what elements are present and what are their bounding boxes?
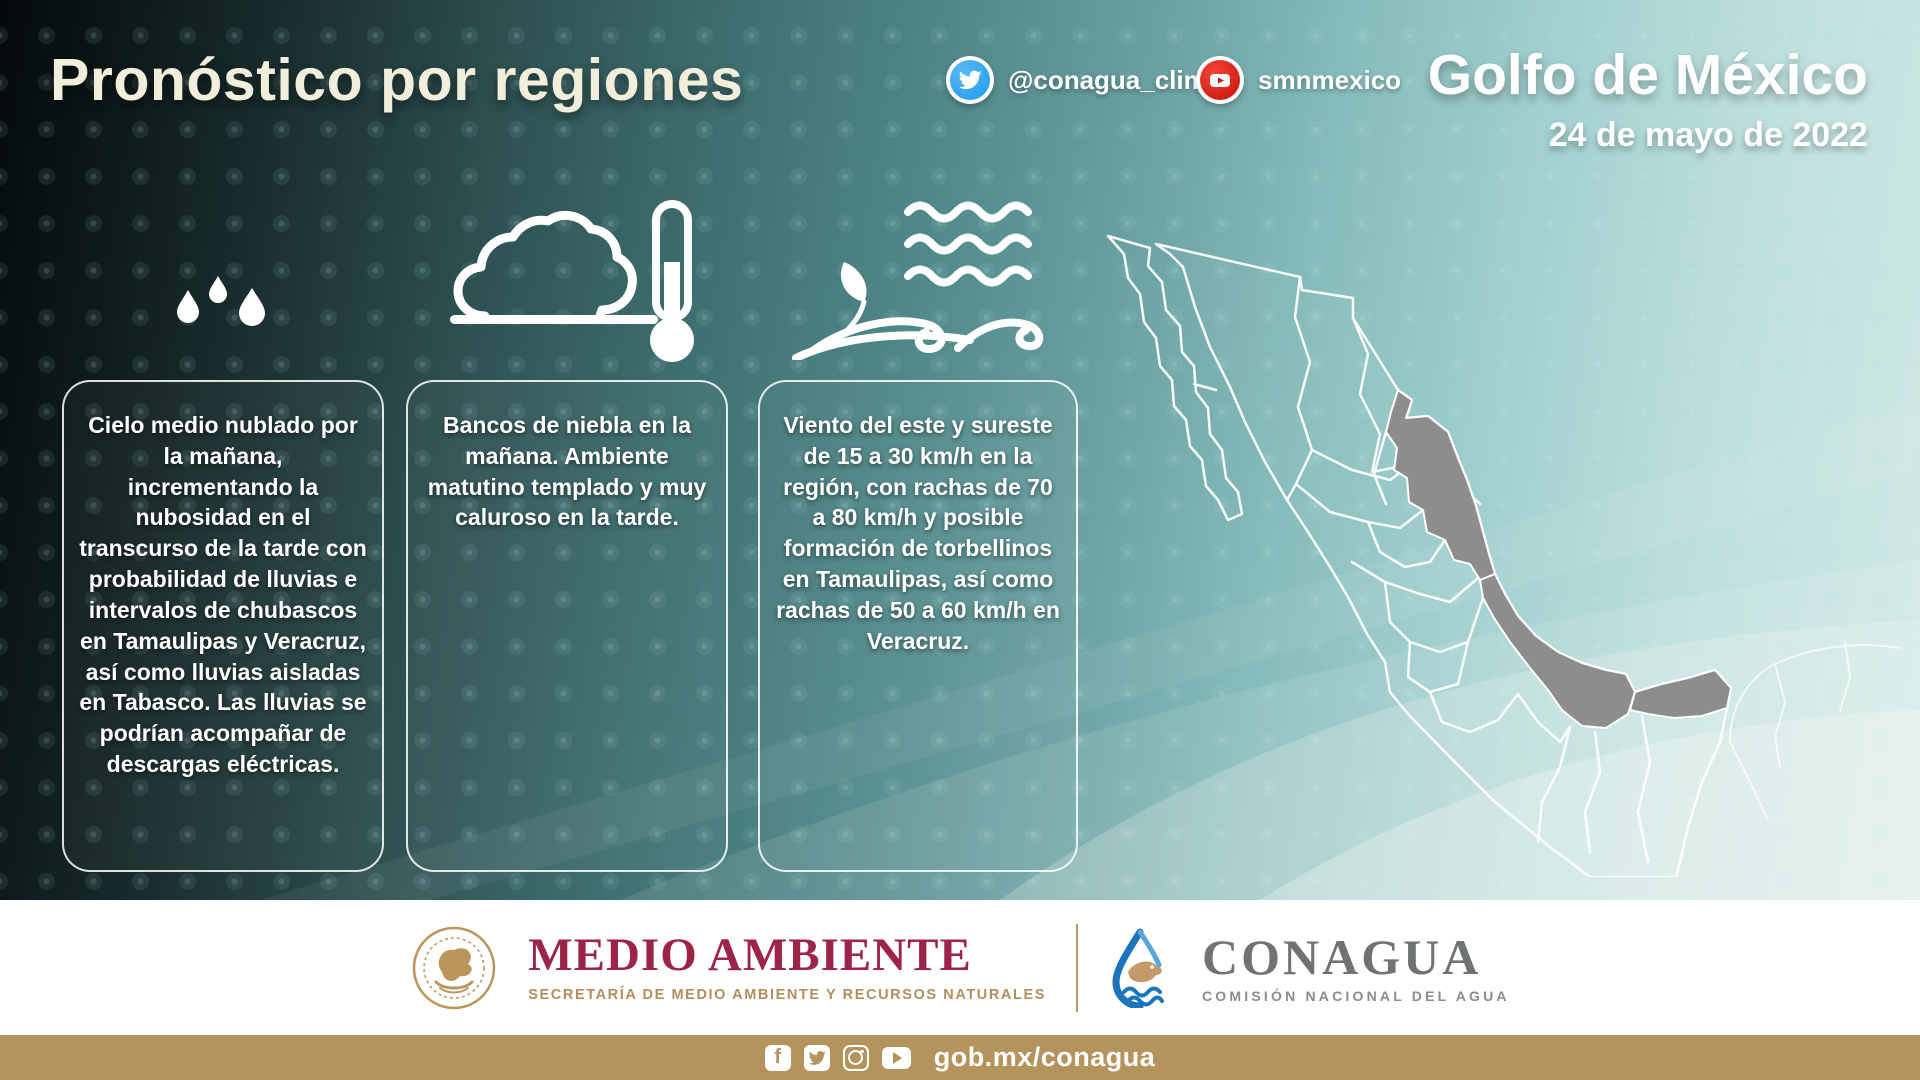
forecast-card-sky: Cielo medio nublado por la mañana, incre… — [62, 380, 384, 872]
logo-divider — [1076, 923, 1078, 1012]
fog-thermometer-icon — [450, 200, 694, 362]
highlight-tabasco — [1629, 669, 1732, 719]
semarnat-logo-text: MEDIO AMBIENTE SECRETARÍA DE MEDIO AMBIE… — [528, 929, 1046, 1004]
semarnat-subtitle: SECRETARÍA DE MEDIO AMBIENTE Y RECURSOS … — [528, 987, 1046, 1003]
conagua-url[interactable]: gob.mx/conagua — [933, 1042, 1156, 1072]
conagua-logo-text: CONAGUA COMISIÓN NACIONAL DEL AGUA — [1202, 932, 1510, 1004]
twitter-icon — [946, 56, 994, 104]
twitter-icon[interactable] — [803, 1044, 830, 1071]
forecast-card-wind: Viento del este y sureste de 15 a 30 km/… — [758, 380, 1078, 872]
footer-logos-bar: MEDIO AMBIENTE SECRETARÍA DE MEDIO AMBIE… — [0, 900, 1920, 1035]
highlight-tamaulipas — [1385, 389, 1496, 581]
conagua-title: CONAGUA — [1202, 928, 1482, 985]
twitter-handle[interactable]: @conagua_clima — [1008, 64, 1222, 95]
highlighted-gulf-states — [1385, 389, 1732, 729]
youtube-handle[interactable]: smnmexico — [1258, 64, 1402, 95]
youtube-icon[interactable] — [881, 1046, 911, 1069]
wave-shapes — [0, 0, 1920, 900]
forecast-card-fog-text: Bancos de niebla en la mañana. Ambiente … — [427, 412, 707, 531]
hero-background: Pronóstico por regiones @conagua_clima s… — [0, 0, 1920, 900]
youtube-handle-block[interactable]: smnmexico — [1196, 56, 1401, 104]
facebook-icon[interactable]: f — [764, 1044, 791, 1071]
wind-gusts-icon — [792, 201, 1044, 360]
rain-drops-icon — [177, 276, 265, 326]
mexico-map — [1106, 234, 1900, 877]
twitter-handle-block[interactable]: @conagua_clima — [946, 56, 1221, 104]
mexico-coat-of-arms-icon — [413, 926, 496, 1009]
conagua-subtitle: COMISIÓN NACIONAL DEL AGUA — [1202, 987, 1510, 1004]
page-title: Pronóstico por regiones — [50, 47, 744, 113]
youtube-icon — [1196, 56, 1244, 104]
forecast-card-wind-text: Viento del este y sureste de 15 a 30 km/… — [776, 412, 1060, 654]
forecast-card-fog: Bancos de niebla en la mañana. Ambiente … — [406, 380, 728, 872]
forecast-date: 24 de mayo de 2022 — [1548, 116, 1868, 154]
conagua-drop-icon — [1112, 928, 1164, 1008]
footer-link-bar: f gob.mx/conagua — [0, 1035, 1920, 1080]
baja-california-outline — [1106, 234, 1244, 522]
forecast-card-sky-text: Cielo medio nublado por la mañana, incre… — [79, 412, 367, 777]
semarnat-title: MEDIO AMBIENTE — [528, 929, 972, 981]
region-title: Golfo de México — [1427, 43, 1868, 107]
instagram-icon[interactable] — [842, 1044, 869, 1071]
dot-pattern-overlay — [0, 0, 1920, 900]
